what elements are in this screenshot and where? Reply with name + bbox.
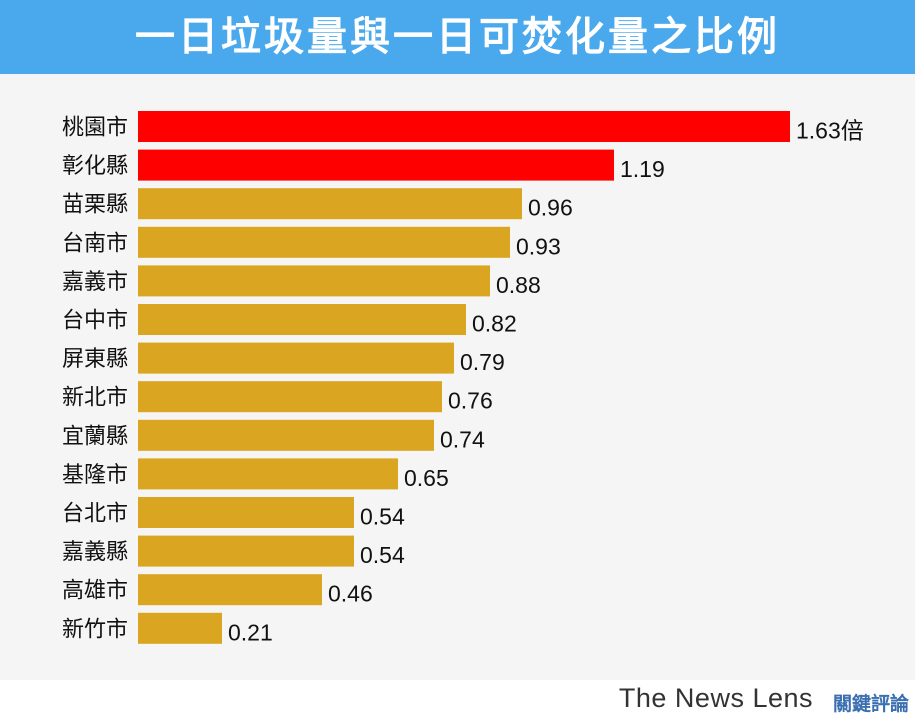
category-label: 新竹市: [62, 617, 128, 642]
bar: [138, 381, 442, 413]
category-label: 高雄市: [62, 579, 128, 604]
bar: [138, 342, 454, 374]
category-label: 台南市: [62, 231, 128, 256]
category-label: 苗栗縣: [62, 193, 128, 218]
category-label: 屏東縣: [62, 347, 128, 372]
category-label: 基隆市: [62, 463, 128, 488]
category-label: 嘉義縣: [62, 540, 128, 565]
value-label: 0.93: [516, 233, 561, 259]
value-label: 0.76: [448, 388, 493, 414]
title-bar: 一日垃圾量與一日可焚化量之比例: [0, 0, 915, 74]
bar: [138, 149, 614, 181]
category-label: 宜蘭縣: [62, 424, 128, 449]
footer: The News Lens 關鍵評論: [0, 680, 915, 718]
bar: [138, 304, 466, 335]
value-label: 1.63倍: [796, 118, 864, 144]
chart-title: 一日垃圾量與一日可焚化量之比例: [135, 14, 780, 60]
value-label: 0.54: [360, 542, 405, 568]
bar: [138, 226, 510, 258]
bar: [138, 458, 398, 490]
category-label: 彰化縣: [62, 154, 128, 179]
brand-logo-text: The News Lens: [618, 683, 813, 713]
value-label: 0.46: [328, 581, 373, 607]
category-label: 桃園市: [62, 116, 128, 141]
category-label: 嘉義市: [62, 270, 128, 295]
bar: [138, 497, 354, 528]
chart-area: 桃園市 1.63倍彰化縣 1.19 苗栗縣 0.96 台南市 0.93 嘉義市 0.88 台中市 0…: [0, 74, 915, 680]
brand-logo-chinese: 關鍵評論: [832, 693, 909, 715]
value-label: 0.79: [460, 349, 505, 375]
category-label: 台北市: [62, 502, 128, 527]
value-label: 0.74: [440, 426, 485, 452]
category-label: 新北市: [62, 386, 128, 411]
value-label: 0.96: [528, 195, 573, 221]
value-label: 0.54: [360, 504, 405, 530]
bar: [138, 111, 790, 142]
bar: [138, 265, 490, 297]
category-label: 台中市: [62, 309, 128, 334]
bar: [138, 535, 354, 567]
value-label: 0.21: [228, 619, 273, 645]
value-label: 0.88: [496, 272, 541, 298]
value-label: 0.65: [404, 465, 449, 491]
value-label: 0.82: [472, 311, 517, 337]
bar: [138, 612, 222, 644]
bar: [138, 188, 522, 220]
bar: [138, 419, 434, 451]
bar: [138, 574, 322, 606]
value-label: 1.19: [620, 156, 665, 182]
